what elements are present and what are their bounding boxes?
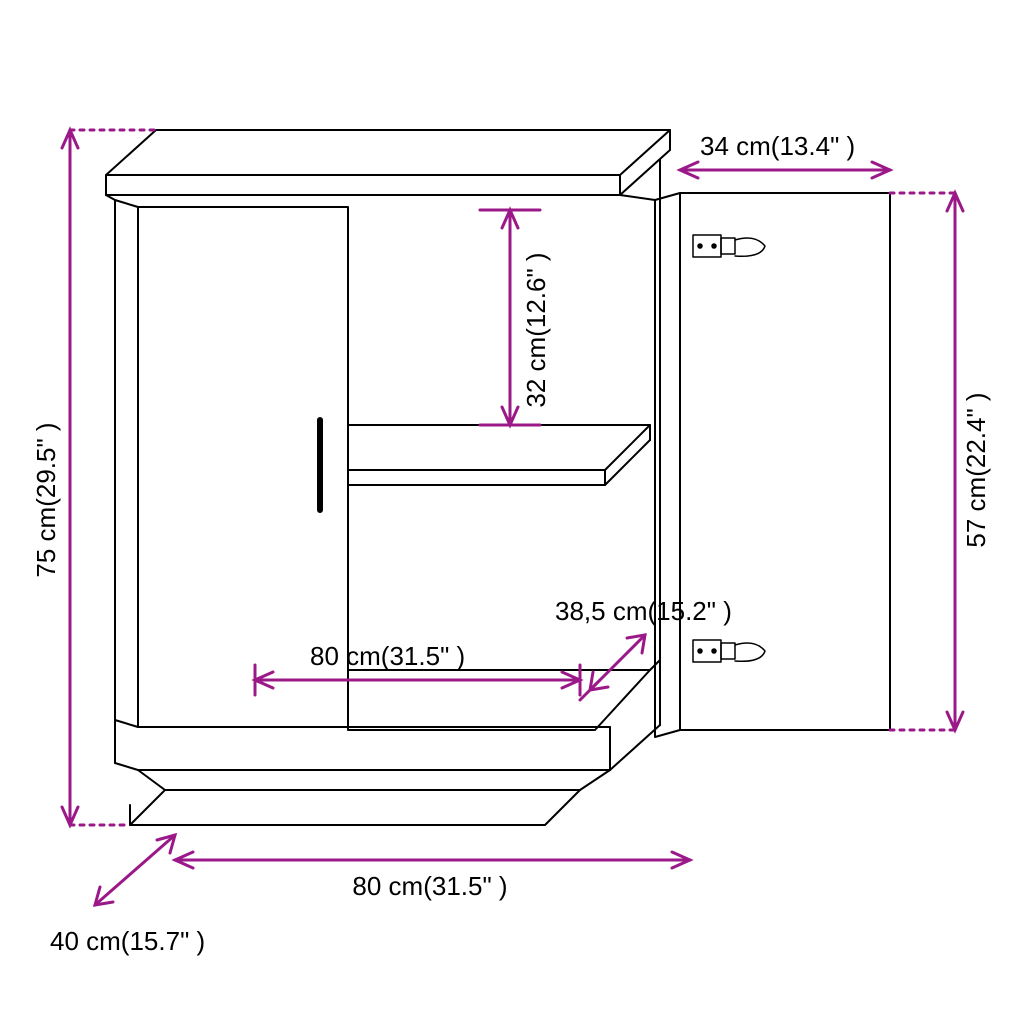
dim-door-height — [890, 193, 963, 730]
label-door-width: 34 cm(13.4" ) — [700, 131, 855, 161]
cabinet-outline — [106, 130, 890, 825]
label-overall-width: 80 cm(31.5" ) — [352, 871, 507, 901]
dim-overall-depth — [95, 835, 175, 905]
dim-door-width — [680, 162, 890, 178]
label-upper-opening: 32 cm(12.6" ) — [521, 252, 551, 407]
label-overall-height: 75 cm(29.5" ) — [31, 422, 61, 577]
dim-overall-height — [62, 130, 156, 825]
dimension-lines — [62, 130, 963, 905]
label-inner-width: 80 cm(31.5" ) — [310, 641, 465, 671]
label-door-height: 57 cm(22.4" ) — [961, 392, 991, 547]
dim-overall-width — [175, 852, 690, 868]
label-inner-depth: 38,5 cm(15.2" ) — [555, 596, 732, 626]
label-overall-depth: 40 cm(15.7" ) — [50, 926, 205, 956]
